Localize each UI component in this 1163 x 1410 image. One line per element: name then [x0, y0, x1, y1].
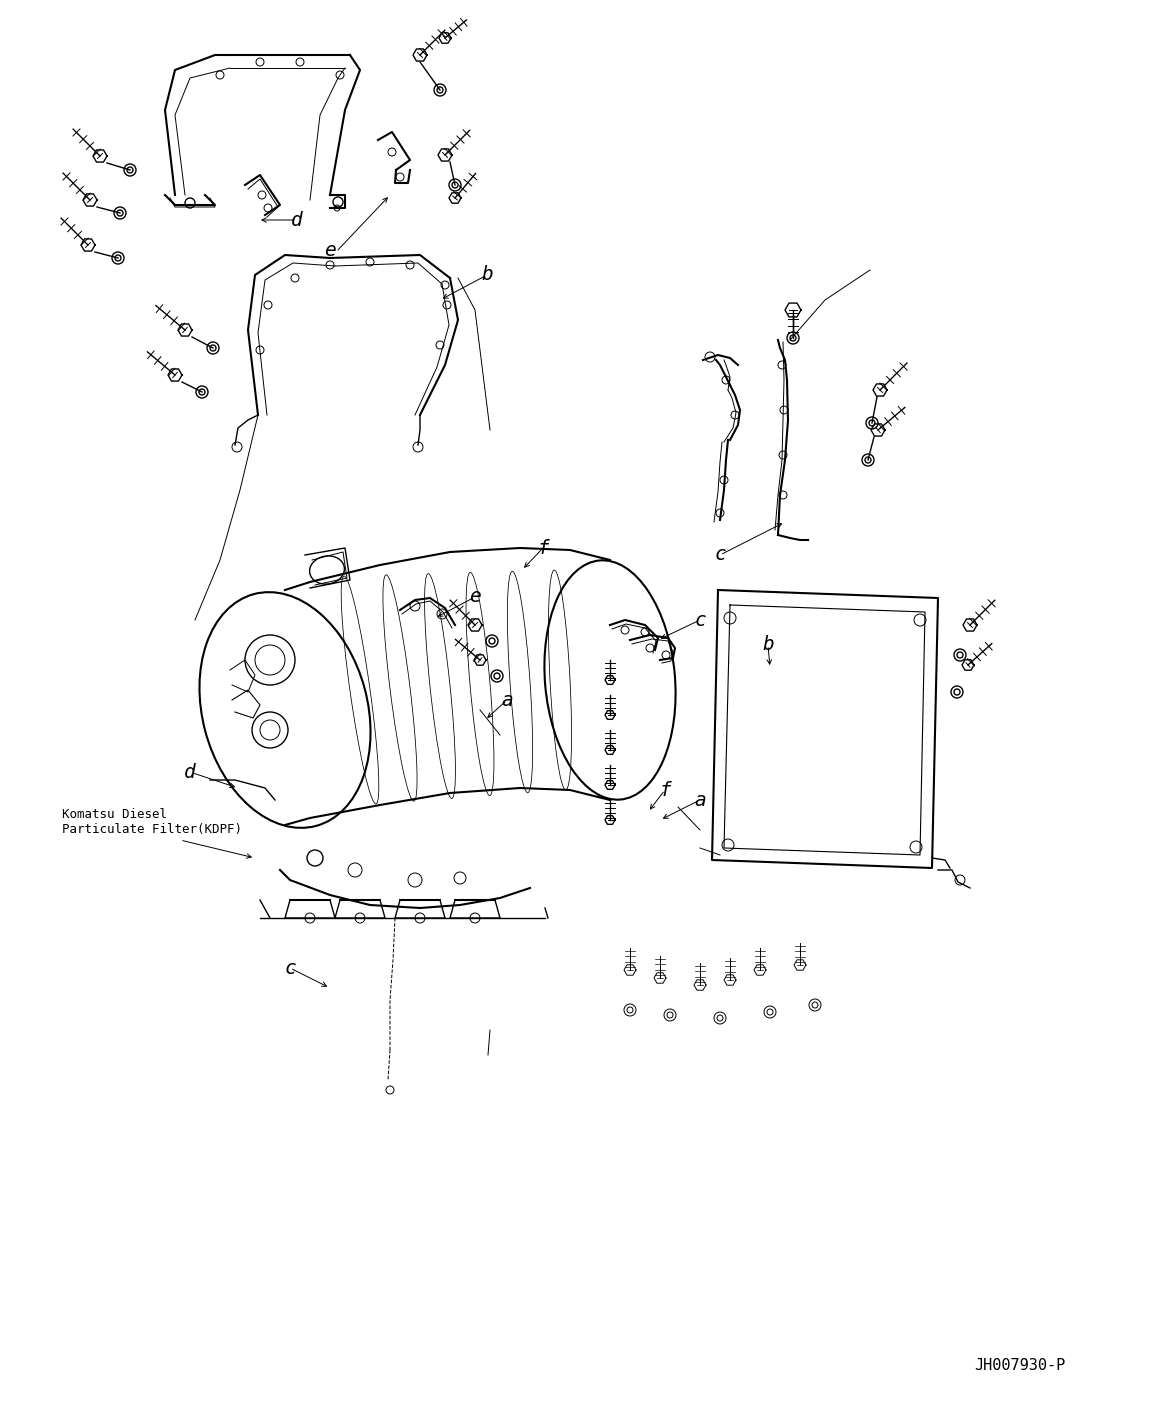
Text: e: e	[469, 588, 480, 606]
Text: f: f	[659, 781, 671, 799]
Text: d: d	[184, 763, 195, 781]
Text: b: b	[762, 636, 773, 654]
Text: c: c	[714, 546, 726, 564]
Text: c: c	[284, 959, 295, 977]
Text: a: a	[694, 791, 706, 809]
Text: Komatsu Diesel
Particulate Filter(KDPF): Komatsu Diesel Particulate Filter(KDPF)	[62, 808, 242, 836]
Text: f: f	[537, 539, 549, 557]
Text: a: a	[501, 691, 513, 709]
Text: e: e	[324, 241, 336, 259]
Text: d: d	[291, 210, 302, 230]
Text: b: b	[481, 265, 493, 285]
Text: c: c	[694, 611, 706, 629]
Text: JH007930-P: JH007930-P	[975, 1358, 1065, 1373]
